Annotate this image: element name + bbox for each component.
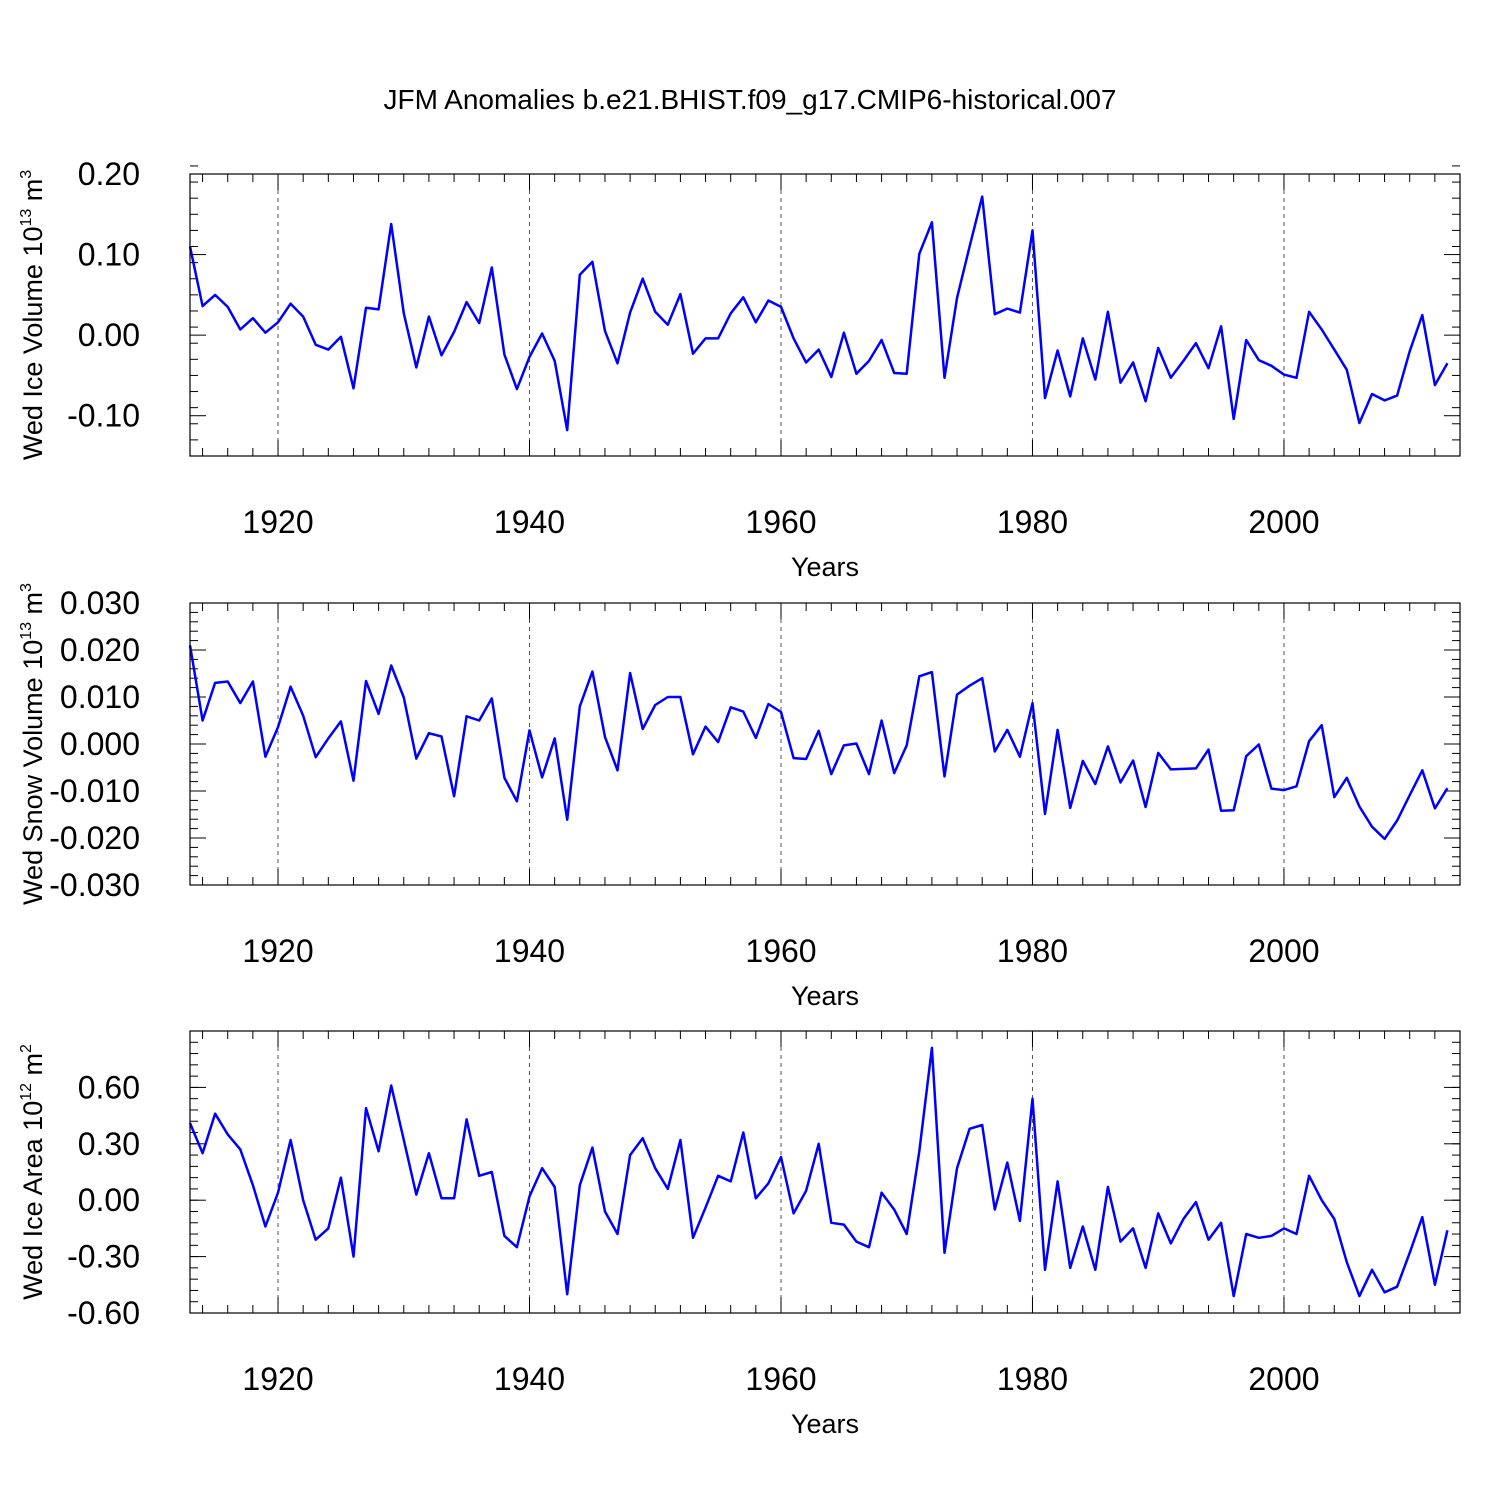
x-tick-label: 1980 <box>997 1361 1068 1397</box>
x-tick-label: 2000 <box>1248 504 1319 540</box>
y-tick-label: 0.030 <box>60 585 140 621</box>
x-tick-label: 1960 <box>745 504 816 540</box>
y-tick-label: 0.20 <box>78 156 140 192</box>
y-tick-label: 0.60 <box>78 1069 140 1105</box>
x-tick-label: 1940 <box>494 1361 565 1397</box>
panel-ice-volume: 1920 1940 1960 1980 2000 0.20 0.10 0.00 -0.10 Yea… <box>18 156 1461 582</box>
y-tick-label: -0.010 <box>49 773 140 809</box>
y-tick-label: 0.30 <box>78 1126 140 1162</box>
y-tick-label: 0.00 <box>78 317 140 353</box>
y-axis-label: Wed Snow Volume 1013 m3 <box>18 583 48 905</box>
x-tick-label: 1960 <box>745 1361 816 1397</box>
x-axis-label: Years <box>791 552 859 582</box>
plot-frame <box>189 173 1461 457</box>
x-axis-label: Years <box>791 1409 859 1439</box>
x-tick-label: 1980 <box>997 504 1068 540</box>
figure-title: JFM Anomalies b.e21.BHIST.f09_g17.CMIP6-… <box>383 84 1117 115</box>
y-axis-label: Wed Ice Area 1012 m2 <box>18 1044 48 1300</box>
y-axis-label: Wed Ice Volume 1013 m3 <box>18 170 48 460</box>
y-tick-label: 0.010 <box>60 679 140 715</box>
y-tick-label: -0.10 <box>67 398 140 434</box>
x-tick-label: 1980 <box>997 933 1068 969</box>
y-tick-label: 0.020 <box>60 632 140 668</box>
series-line <box>188 1046 1449 1298</box>
x-tick-label: 2000 <box>1248 933 1319 969</box>
x-tick-label: 1940 <box>494 933 565 969</box>
plot-frame <box>189 1030 1461 1314</box>
x-axis-label: Years <box>791 981 859 1011</box>
y-tick-label: -0.30 <box>67 1239 140 1275</box>
plot-frame <box>189 602 1461 886</box>
y-tick-label: -0.030 <box>49 867 140 903</box>
x-tick-label: 1920 <box>242 933 313 969</box>
y-tick-label: -0.020 <box>49 820 140 856</box>
series-line <box>188 645 1449 841</box>
x-tick-label: 1920 <box>242 504 313 540</box>
panel-snow-volume: 1920 1940 1960 1980 2000 0.030 0.020 0.010 0.000… <box>18 583 1461 1011</box>
y-tick-label: 0.00 <box>78 1182 140 1218</box>
y-tick-label: 0.000 <box>60 726 140 762</box>
x-tick-label: 1960 <box>745 933 816 969</box>
series-line <box>188 195 1449 432</box>
panel-ice-area: 1920 1940 1960 1980 2000 0.60 0.30 0.00 -0.30 -0.… <box>18 1030 1461 1439</box>
x-tick-label: 1940 <box>494 504 565 540</box>
y-tick-label: -0.60 <box>67 1295 140 1331</box>
y-tick-label: 0.10 <box>78 237 140 273</box>
x-tick-label: 2000 <box>1248 1361 1319 1397</box>
x-tick-label: 1920 <box>242 1361 313 1397</box>
